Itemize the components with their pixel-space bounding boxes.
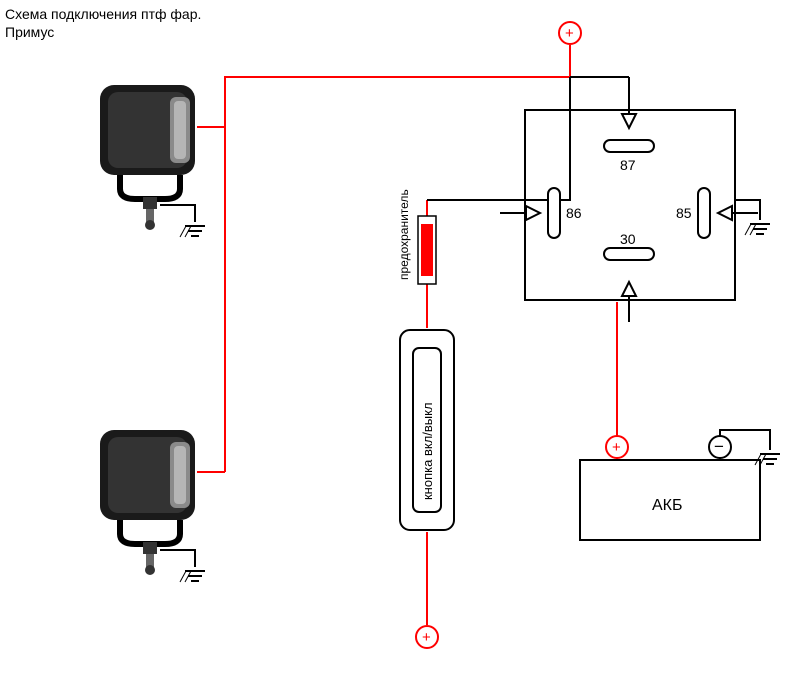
pin-30-label: 30 xyxy=(620,231,636,247)
arrow-to-85-icon xyxy=(718,206,758,220)
wire-top-to-relay86 xyxy=(524,77,570,200)
fuse-body xyxy=(421,224,433,276)
diagram-canvas: 87 86 85 30 АКБ + − + + предохранитель к… xyxy=(0,0,800,690)
ground-lamp1-icon xyxy=(180,226,205,237)
wire-lamp1-ground xyxy=(160,205,195,222)
pin-85-label: 85 xyxy=(676,205,692,221)
arrow-to-30-icon xyxy=(622,282,636,322)
fog-lamp-bottom-icon xyxy=(100,430,195,575)
relay-pin-30 xyxy=(604,248,654,260)
relay-pin-87 xyxy=(604,140,654,152)
arrow-to-86-icon xyxy=(500,206,540,220)
top-plus-symbol: + xyxy=(565,25,574,42)
relay-pin-86 xyxy=(548,188,560,238)
wire-top-plus-to-lamp xyxy=(225,45,570,127)
wire-relay85-to-ground xyxy=(736,200,760,220)
relay-pin-85 xyxy=(698,188,710,238)
ground-lamp2-icon xyxy=(180,571,205,582)
switch-label: кнопка вкл/выкл xyxy=(420,402,435,500)
battery-minus-symbol: − xyxy=(714,437,724,456)
bottom-plus-symbol: + xyxy=(422,629,431,646)
pin-86-label: 86 xyxy=(566,205,582,221)
ground-relay85-icon xyxy=(745,224,770,235)
arrow-to-87-icon xyxy=(622,88,636,128)
battery-label: АКБ xyxy=(652,497,683,514)
fuse-label: предохранитель xyxy=(397,189,411,280)
fog-lamp-top-icon xyxy=(100,85,195,230)
pin-87-label: 87 xyxy=(620,157,636,173)
wire-lamp2-ground xyxy=(160,550,195,567)
battery-plus-symbol: + xyxy=(612,439,621,456)
